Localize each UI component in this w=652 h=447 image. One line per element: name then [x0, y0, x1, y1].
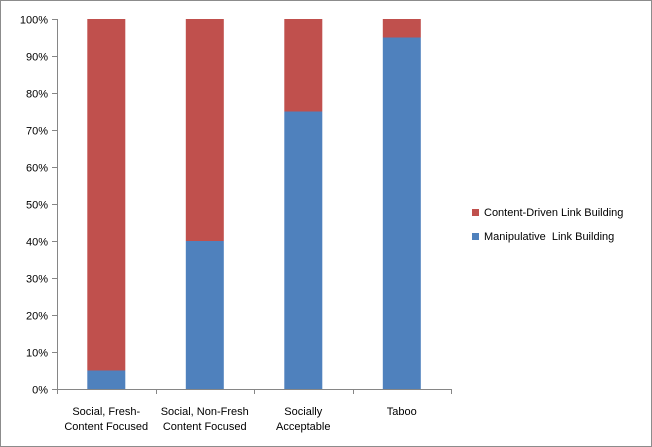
bar-segment-content-driven — [185, 19, 224, 241]
bar-segment-content-driven — [382, 19, 421, 38]
x-category-label: Social, Non-Fresh Content Focused — [161, 406, 249, 433]
bar-segment-content-driven — [87, 19, 126, 371]
y-tick-label: 80% — [26, 89, 48, 101]
y-tick-label: 0% — [32, 385, 48, 397]
y-tick-label: 50% — [26, 200, 48, 212]
axis-labels: 0% 10% 20% 30% 40% 50% 60% 70% 80% 90% 100% Social,… — [20, 15, 417, 434]
legend-swatch — [472, 233, 479, 240]
y-tick-label: 70% — [26, 126, 48, 138]
x-category-label: Socially Acceptable — [276, 406, 330, 433]
y-tick-label: 90% — [26, 52, 48, 64]
axes — [52, 19, 452, 394]
bar-segment-manipulative — [87, 370, 126, 389]
x-category-label: Taboo — [387, 406, 417, 418]
legend-label: Manipulative Link Building — [484, 231, 614, 243]
y-tick-label: 10% — [26, 348, 48, 360]
y-tick-label: 60% — [26, 163, 48, 175]
bar-segment-manipulative — [382, 37, 421, 389]
bars — [87, 19, 421, 389]
bar-segment-manipulative — [185, 241, 224, 389]
legend-swatch — [472, 209, 479, 216]
legend: Content-Driven Link Building Manipulative… — [472, 207, 623, 243]
legend-label: Content-Driven Link Building — [484, 207, 623, 219]
y-tick-label: 40% — [26, 237, 48, 249]
bar-segment-manipulative — [284, 111, 323, 389]
y-tick-label: 100% — [20, 15, 48, 27]
bar-segment-content-driven — [284, 19, 323, 112]
x-category-label: Social, Fresh-Content Focused — [64, 406, 148, 433]
y-tick-label: 20% — [26, 311, 48, 323]
y-tick-label: 30% — [26, 274, 48, 286]
